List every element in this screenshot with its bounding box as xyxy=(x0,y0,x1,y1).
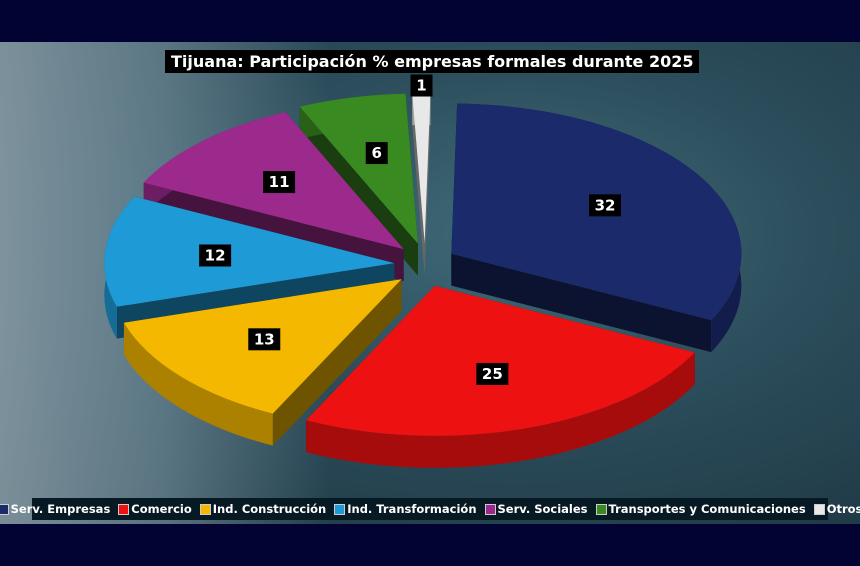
data-label-box xyxy=(365,142,388,165)
data-label-box xyxy=(199,244,232,267)
legend-item: Serv. Empresas xyxy=(0,502,110,516)
data-label-box xyxy=(263,171,296,194)
legend-label: Serv. Sociales xyxy=(497,502,588,516)
legend-label: Ind. Construcción xyxy=(212,502,327,516)
data-label: 12 xyxy=(205,246,226,264)
pie-slice-otros xyxy=(412,93,431,276)
legend-swatch xyxy=(813,503,825,515)
legend-swatch xyxy=(199,503,211,515)
legend-label: Otros xyxy=(826,502,860,516)
legend-swatch xyxy=(334,503,346,515)
legend-label: Ind. Transformación xyxy=(347,502,477,516)
chart-title: Tijuana: Participación % empresas formal… xyxy=(165,50,700,73)
legend-label: Comercio xyxy=(131,502,192,516)
data-label: 1 xyxy=(416,77,426,95)
legend-item: Ind. Transformación xyxy=(334,502,477,516)
legend-item: Transportes y Comunicaciones xyxy=(595,502,806,516)
pie-slice-comercio xyxy=(306,285,695,468)
data-label: 6 xyxy=(371,144,381,162)
legend-item: Serv. Sociales xyxy=(484,502,588,516)
legend-swatch xyxy=(595,503,607,515)
data-label: 32 xyxy=(595,196,616,214)
legend-swatch xyxy=(118,503,130,515)
legend-label: Transportes y Comunicaciones xyxy=(608,502,806,516)
data-label: 25 xyxy=(482,365,503,383)
data-label-box xyxy=(248,328,281,351)
legend-swatch xyxy=(484,503,496,515)
data-label-box xyxy=(476,362,509,385)
data-label: 11 xyxy=(269,173,290,191)
data-label: 13 xyxy=(254,330,275,348)
legend: Serv. Empresas Comercio Ind. Construcción I… xyxy=(0,498,860,520)
legend-swatch xyxy=(0,503,9,515)
legend-label: Serv. Empresas xyxy=(10,502,111,516)
data-label-box xyxy=(589,194,622,217)
legend-item: Ind. Construcción xyxy=(199,502,327,516)
legend-item: Comercio xyxy=(118,502,192,516)
legend-item: Otros xyxy=(813,502,860,516)
data-label-box xyxy=(410,74,433,97)
